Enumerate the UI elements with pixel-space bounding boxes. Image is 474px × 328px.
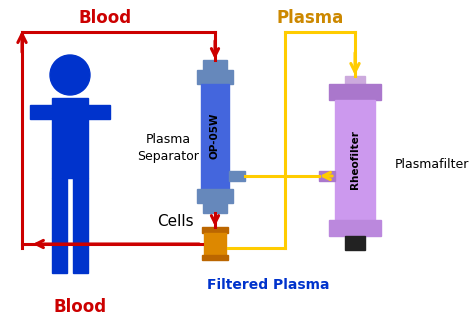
Text: OP-05W: OP-05W [210, 113, 220, 159]
FancyBboxPatch shape [203, 203, 227, 213]
Text: Filtered Plasma: Filtered Plasma [207, 278, 329, 292]
FancyBboxPatch shape [88, 105, 110, 119]
FancyBboxPatch shape [73, 178, 88, 273]
FancyBboxPatch shape [52, 98, 88, 178]
FancyBboxPatch shape [229, 171, 245, 181]
Text: Plasma
Separator: Plasma Separator [137, 133, 199, 163]
FancyBboxPatch shape [335, 100, 375, 220]
Text: Plasmafilter: Plasmafilter [395, 158, 469, 172]
FancyBboxPatch shape [201, 84, 229, 189]
FancyBboxPatch shape [30, 105, 52, 119]
Text: Plasma: Plasma [276, 9, 344, 27]
FancyBboxPatch shape [203, 60, 227, 70]
FancyBboxPatch shape [202, 227, 228, 233]
FancyBboxPatch shape [345, 236, 365, 250]
Circle shape [50, 55, 90, 95]
FancyBboxPatch shape [345, 76, 365, 84]
Text: Cells: Cells [157, 215, 193, 230]
Text: Blood: Blood [54, 298, 107, 316]
FancyBboxPatch shape [204, 233, 226, 255]
FancyBboxPatch shape [202, 255, 228, 260]
FancyBboxPatch shape [329, 84, 381, 100]
Text: Blood: Blood [78, 9, 132, 27]
FancyBboxPatch shape [52, 178, 67, 273]
Text: Rheofilter: Rheofilter [350, 131, 360, 190]
FancyBboxPatch shape [329, 220, 381, 236]
FancyBboxPatch shape [197, 70, 233, 84]
FancyBboxPatch shape [197, 189, 233, 203]
FancyBboxPatch shape [319, 171, 335, 181]
